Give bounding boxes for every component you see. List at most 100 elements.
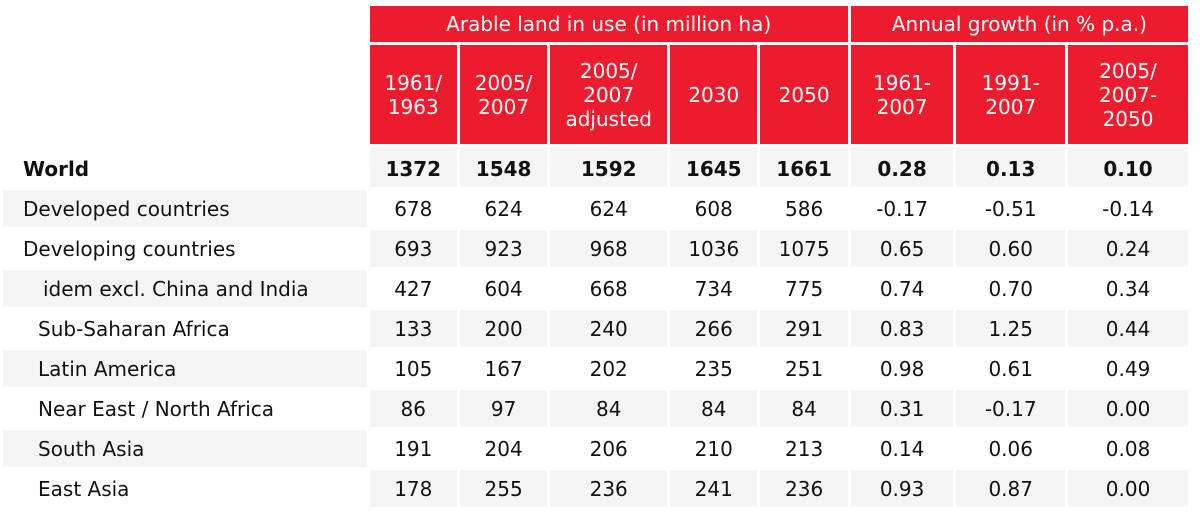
table-cell: 427	[369, 270, 457, 307]
table-row: East Asia 178 255 236 241 236 0.93 0.87 …	[3, 470, 1188, 507]
table-cell: -0.51	[956, 190, 1066, 227]
row-label: World	[3, 147, 367, 187]
table-cell: 1645	[670, 147, 758, 187]
table-cell: 0.87	[956, 470, 1066, 507]
column-header-1961-1963: 1961/ 1963	[369, 45, 457, 144]
table-cell: 1.25	[956, 310, 1066, 347]
header-corner	[3, 6, 367, 144]
table-cell: -0.17	[956, 390, 1066, 427]
table-row: Developed countries 678 624 624 608 586 …	[3, 190, 1188, 227]
arable-land-table: Arable land in use (in million ha) Annua…	[0, 3, 1191, 510]
table-cell: 604	[459, 270, 548, 307]
table-cell: 97	[459, 390, 548, 427]
table-cell: 0.65	[850, 230, 954, 267]
table-row: Sub-Saharan Africa 133 200 240 266 291 0…	[3, 310, 1188, 347]
table-cell: 586	[760, 190, 848, 227]
table-cell: 204	[459, 430, 548, 467]
table-cell: 202	[550, 350, 668, 387]
table-cell: 1661	[760, 147, 848, 187]
row-label: Developed countries	[3, 190, 367, 227]
table-cell: 84	[760, 390, 848, 427]
table-cell: 0.24	[1068, 230, 1188, 267]
table-cell: 0.34	[1068, 270, 1188, 307]
column-header-2005-2007-adjusted: 2005/ 2007 adjusted	[550, 45, 668, 144]
row-label: East Asia	[3, 470, 367, 507]
table-cell: 0.31	[850, 390, 954, 427]
table-row: idem excl. China and India 427 604 668 7…	[3, 270, 1188, 307]
column-header-2030: 2030	[670, 45, 758, 144]
table-cell: 236	[550, 470, 668, 507]
table-cell: 206	[550, 430, 668, 467]
table-cell: 0.00	[1068, 390, 1188, 427]
table-cell: 0.28	[850, 147, 954, 187]
row-label: South Asia	[3, 430, 367, 467]
table-cell: 968	[550, 230, 668, 267]
table-cell: 1548	[459, 147, 548, 187]
table-row: Latin America 105 167 202 235 251 0.98 0…	[3, 350, 1188, 387]
table-cell: 235	[670, 350, 758, 387]
table-cell: 693	[369, 230, 457, 267]
table-cell: 266	[670, 310, 758, 347]
table-cell: 213	[760, 430, 848, 467]
table-cell: 608	[670, 190, 758, 227]
column-header-growth-2005-2050: 2005/ 2007- 2050	[1068, 45, 1188, 144]
table-cell: 0.70	[956, 270, 1066, 307]
table-cell: 0.61	[956, 350, 1066, 387]
table-cell: 668	[550, 270, 668, 307]
table-cell: 775	[760, 270, 848, 307]
table-cell: 251	[760, 350, 848, 387]
table-cell: 0.49	[1068, 350, 1188, 387]
table-row-world: World 1372 1548 1592 1645 1661 0.28 0.13…	[3, 147, 1188, 187]
table-row: Near East / North Africa 86 97 84 84 84 …	[3, 390, 1188, 427]
table-cell: 0.10	[1068, 147, 1188, 187]
table-cell: 86	[369, 390, 457, 427]
row-label: Developing countries	[3, 230, 367, 267]
table-cell: 0.14	[850, 430, 954, 467]
header-group-row: Arable land in use (in million ha) Annua…	[3, 6, 1188, 144]
table-cell: 624	[550, 190, 668, 227]
table-cell: -0.14	[1068, 190, 1188, 227]
table-cell: 178	[369, 470, 457, 507]
table-cell: 1036	[670, 230, 758, 267]
table-cell: 0.98	[850, 350, 954, 387]
table-cell: 0.74	[850, 270, 954, 307]
table-cell: 0.44	[1068, 310, 1188, 347]
table-cell: 84	[550, 390, 668, 427]
table-cell: 255	[459, 470, 548, 507]
column-header-growth-1991-2007: 1991- 2007	[956, 45, 1066, 144]
table-cell: 0.00	[1068, 470, 1188, 507]
column-header-2005-2007: 2005/ 2007	[459, 45, 548, 144]
column-header-growth-1961-2007: 1961- 2007	[850, 45, 954, 144]
table-cell: 167	[459, 350, 548, 387]
table-cell: 133	[369, 310, 457, 347]
table-cell: 191	[369, 430, 457, 467]
table-cell: 734	[670, 270, 758, 307]
table-cell: 0.13	[956, 147, 1066, 187]
table-cell: 678	[369, 190, 457, 227]
table-cell: 1592	[550, 147, 668, 187]
arable-land-table-wrapper: Arable land in use (in million ha) Annua…	[0, 3, 1191, 510]
table-cell: 0.60	[956, 230, 1066, 267]
row-label: Latin America	[3, 350, 367, 387]
header-group-annual-growth: Annual growth (in % p.a.)	[850, 6, 1188, 42]
table-cell: 0.83	[850, 310, 954, 347]
row-label: idem excl. China and India	[3, 270, 367, 307]
table-cell: 624	[459, 190, 548, 227]
table-row: Developing countries 693 923 968 1036 10…	[3, 230, 1188, 267]
table-cell: 923	[459, 230, 548, 267]
header-column-row: 1961/ 1963 2005/ 2007 2005/ 2007 adjuste…	[3, 45, 1188, 144]
table-cell: 0.06	[956, 430, 1066, 467]
table-cell: 84	[670, 390, 758, 427]
column-header-2050: 2050	[760, 45, 848, 144]
table-cell: 240	[550, 310, 668, 347]
table-cell: 200	[459, 310, 548, 347]
table-cell: 1372	[369, 147, 457, 187]
header-group-arable-land: Arable land in use (in million ha)	[369, 6, 848, 42]
table-cell: 210	[670, 430, 758, 467]
table-cell: 0.93	[850, 470, 954, 507]
table-cell: 0.08	[1068, 430, 1188, 467]
row-label: Sub-Saharan Africa	[3, 310, 367, 347]
table-cell: 241	[670, 470, 758, 507]
table-cell: 291	[760, 310, 848, 347]
table-cell: 105	[369, 350, 457, 387]
